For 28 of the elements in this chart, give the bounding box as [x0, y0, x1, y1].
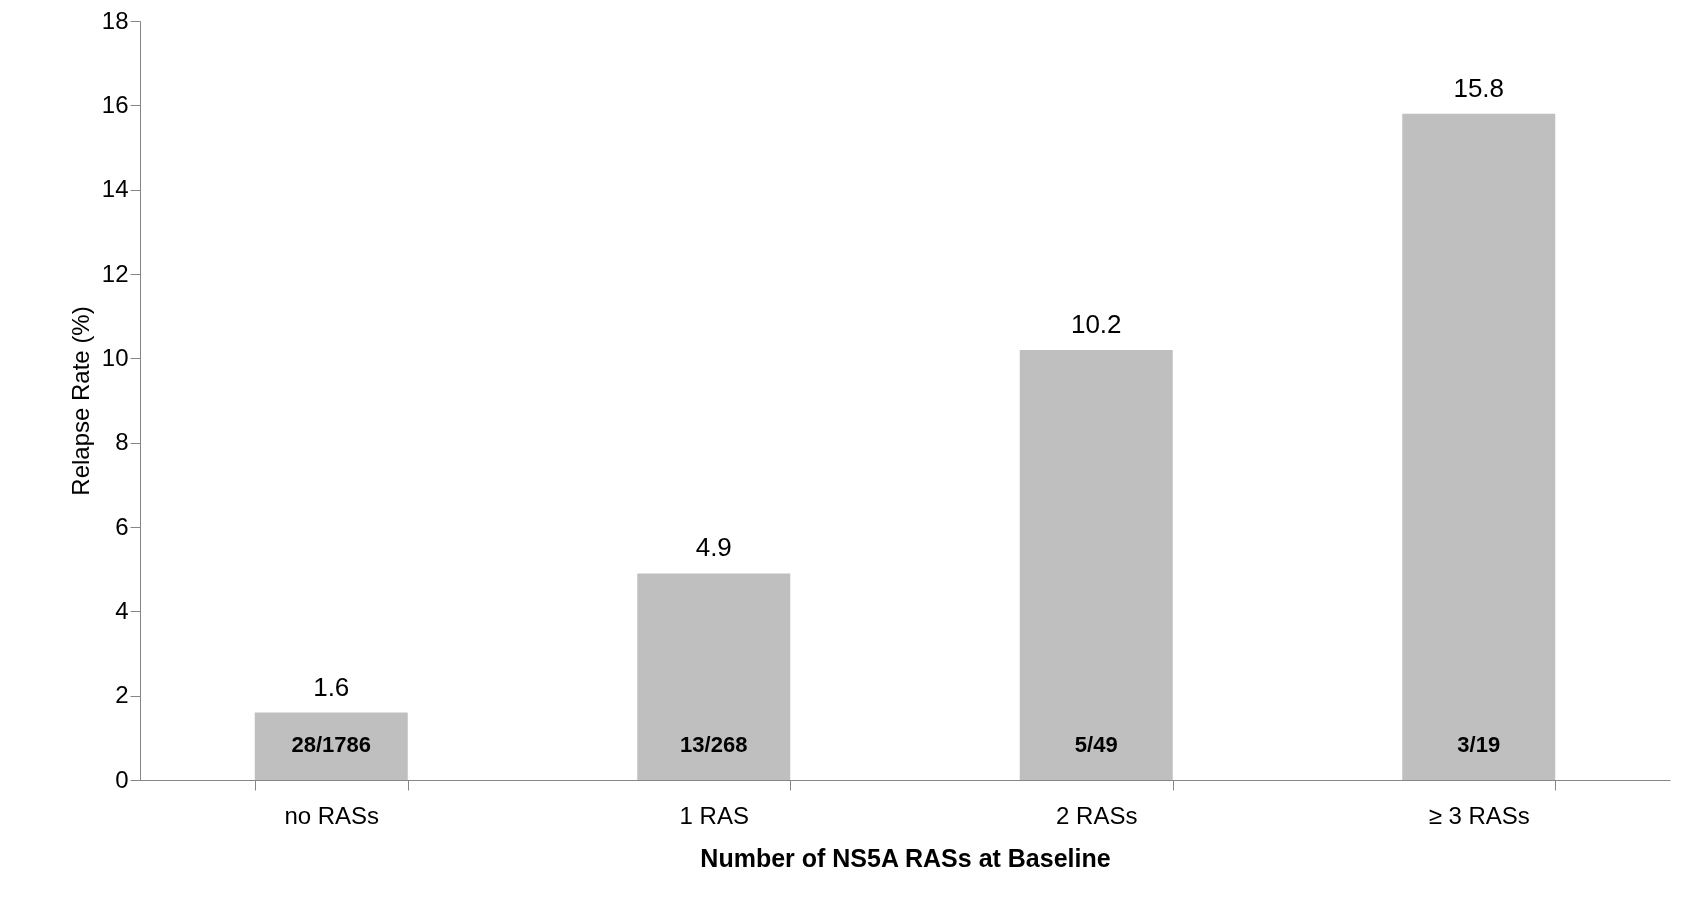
bar: [637, 573, 791, 780]
x-tick-label: 2 RASs: [1056, 801, 1138, 829]
bar: [1402, 113, 1556, 780]
y-tick-label: 8: [115, 428, 129, 456]
annotation: 5/49: [1074, 732, 1118, 757]
y-tick-label: 4: [115, 596, 129, 624]
y-tick-label: 12: [101, 259, 129, 287]
data-label: 4.9: [695, 532, 732, 563]
y-tick-label: 16: [101, 90, 129, 118]
x-tick-label: ≥ 3 RASs: [1428, 801, 1530, 829]
data-label: 10.2: [1070, 308, 1122, 339]
annotation: 13/268: [680, 732, 748, 757]
x-axis-title: Number of NS5A RASs at Baseline: [700, 843, 1111, 872]
y-tick-label: 0: [115, 765, 129, 793]
annotation: 3/19: [1457, 732, 1501, 757]
bar: [254, 712, 408, 780]
x-tick-label: no RASs: [284, 801, 380, 829]
bar: [1019, 349, 1173, 780]
y-axis-title: Relapse Rate (%): [66, 306, 94, 496]
y-tick-label: 2: [115, 681, 129, 709]
annotation: 28/1786: [291, 732, 372, 757]
data-label: 1.6: [313, 671, 350, 702]
y-tick-label: 10: [101, 343, 129, 371]
y-tick-label: 6: [115, 512, 129, 540]
y-tick-label: 14: [101, 175, 129, 203]
x-tick-label: 1 RAS: [679, 801, 749, 829]
data-label: 15.8: [1453, 72, 1505, 103]
y-tick-label: 18: [101, 6, 129, 34]
